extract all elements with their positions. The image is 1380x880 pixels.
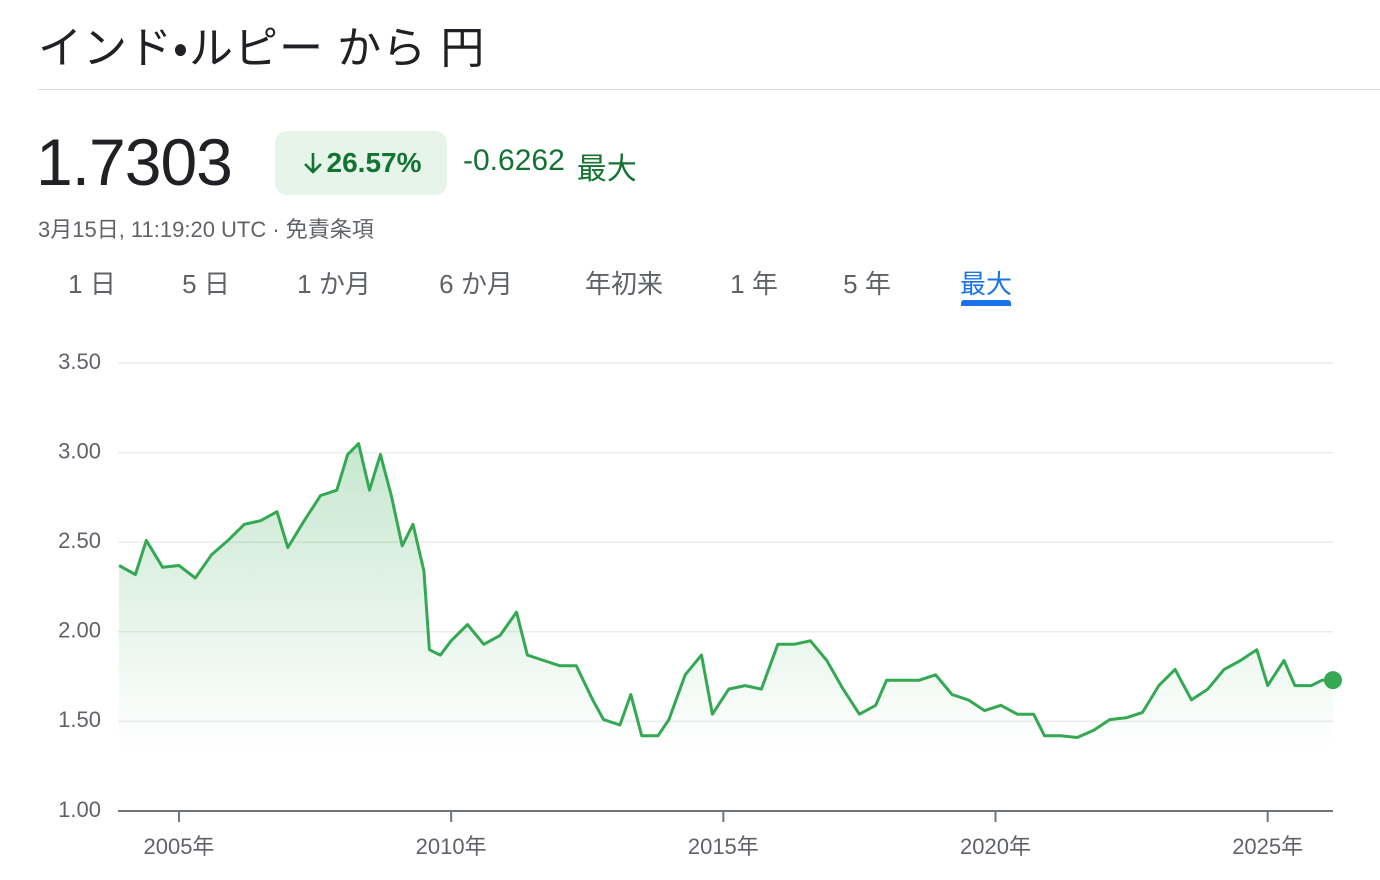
- y-tick-label: 2.00: [58, 618, 101, 643]
- range-tab[interactable]: 1 日: [68, 269, 116, 299]
- range-tab[interactable]: 最大: [960, 264, 1012, 301]
- area-fill: [119, 443, 1333, 751]
- range-tab[interactable]: 1 か月: [297, 269, 371, 299]
- down-arrow-icon: [303, 153, 322, 174]
- x-tick-label: 2015年: [688, 834, 759, 859]
- current-point: [1324, 671, 1342, 690]
- y-tick-label: 2.50: [58, 528, 101, 553]
- change-percent: 26.57%: [326, 147, 422, 178]
- x-tick-label: 2025年: [1232, 834, 1303, 859]
- y-tick-label: 3.00: [58, 438, 101, 463]
- change-period: 最大: [576, 153, 637, 186]
- range-tab[interactable]: 5 日: [182, 269, 230, 299]
- timestamp: 3月15日, 11:19:20 UTC · 免責条項: [38, 217, 374, 242]
- y-tick-label: 1.00: [58, 797, 101, 822]
- change-abs: -0.6262: [463, 144, 565, 177]
- range-tab[interactable]: 5 年: [843, 269, 891, 299]
- x-tick-label: 2020年: [960, 834, 1031, 859]
- range-tab[interactable]: 6 か月: [439, 269, 513, 299]
- divider: [38, 89, 1380, 90]
- price: 1.7303: [36, 125, 233, 199]
- price-line: [118, 442, 1334, 739]
- y-tick-label: 3.50: [58, 349, 101, 374]
- change-badge: 26.57%: [275, 131, 447, 195]
- range-tab[interactable]: 1 年: [730, 269, 778, 299]
- x-tick-label: 2010年: [416, 834, 487, 859]
- range-tabs: 1 日 5 日 1 か月 6 か月 年初来 1 年 5 年 最大: [0, 264, 1380, 308]
- page-title: インド・ルピー から 円: [38, 24, 486, 73]
- y-tick-label: 1.50: [58, 707, 101, 732]
- x-tick-label: 2005年: [143, 834, 214, 859]
- range-tab[interactable]: 年初来: [584, 269, 664, 299]
- change-row: -0.6262 最大: [463, 144, 637, 188]
